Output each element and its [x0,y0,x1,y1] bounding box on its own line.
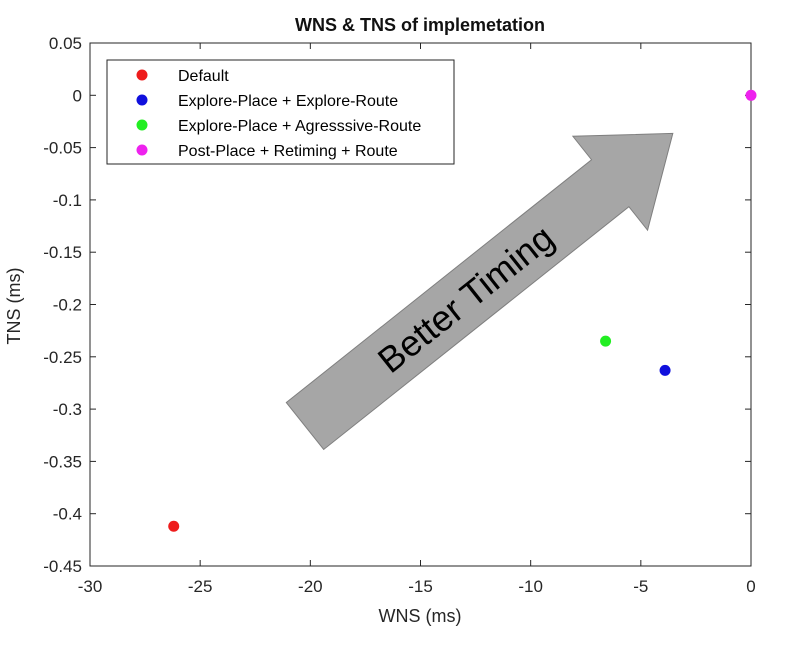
y-tick-label: -0.05 [43,139,82,158]
y-tick-label: -0.25 [43,348,82,367]
legend-marker [136,69,148,81]
legend-marker [136,144,148,156]
legend-label: Post-Place + Retiming + Route [178,143,398,160]
x-tick-label: 0 [746,577,755,596]
x-axis-label: WNS (ms) [379,606,462,626]
legend-label: Explore-Place + Explore-Route [178,93,398,110]
plot-area: -30 -25 -20 -15 -10 -5 0 0.05 0 -0.05 -0.1 -0.15 -0.… [43,34,757,596]
x-tick-label: -25 [188,577,213,596]
y-tick-label: -0.35 [43,452,82,471]
legend-box [106,59,455,165]
data-point [168,520,180,532]
y-tick-label: -0.1 [53,191,82,210]
arrow-shape [285,132,674,451]
x-tick-label: -30 [78,577,103,596]
chart-title: WNS & TNS of implemetation [295,15,545,35]
y-tick-label: -0.45 [43,557,82,576]
y-tick-label: -0.15 [43,243,82,262]
y-axis-label: TNS (ms) [4,268,24,345]
x-tick-label: -10 [518,577,543,596]
y-tick-label: -0.3 [53,400,82,419]
y-tick-label: 0.05 [49,34,82,53]
y-tick-label: -0.4 [53,505,82,524]
data-point [600,335,612,347]
y-tick-label: 0 [73,86,82,105]
legend-label: Explore-Place + Agresssive-Route [178,118,421,135]
y-tick-label: -0.2 [53,296,82,315]
x-tick-label: -5 [633,577,648,596]
x-tick-label: -15 [408,577,433,596]
data-point [745,89,757,101]
legend-marker [136,94,148,106]
data-point [659,364,671,376]
legend-label: Default [178,68,229,85]
legend-marker [136,119,148,131]
x-tick-label: -20 [298,577,323,596]
